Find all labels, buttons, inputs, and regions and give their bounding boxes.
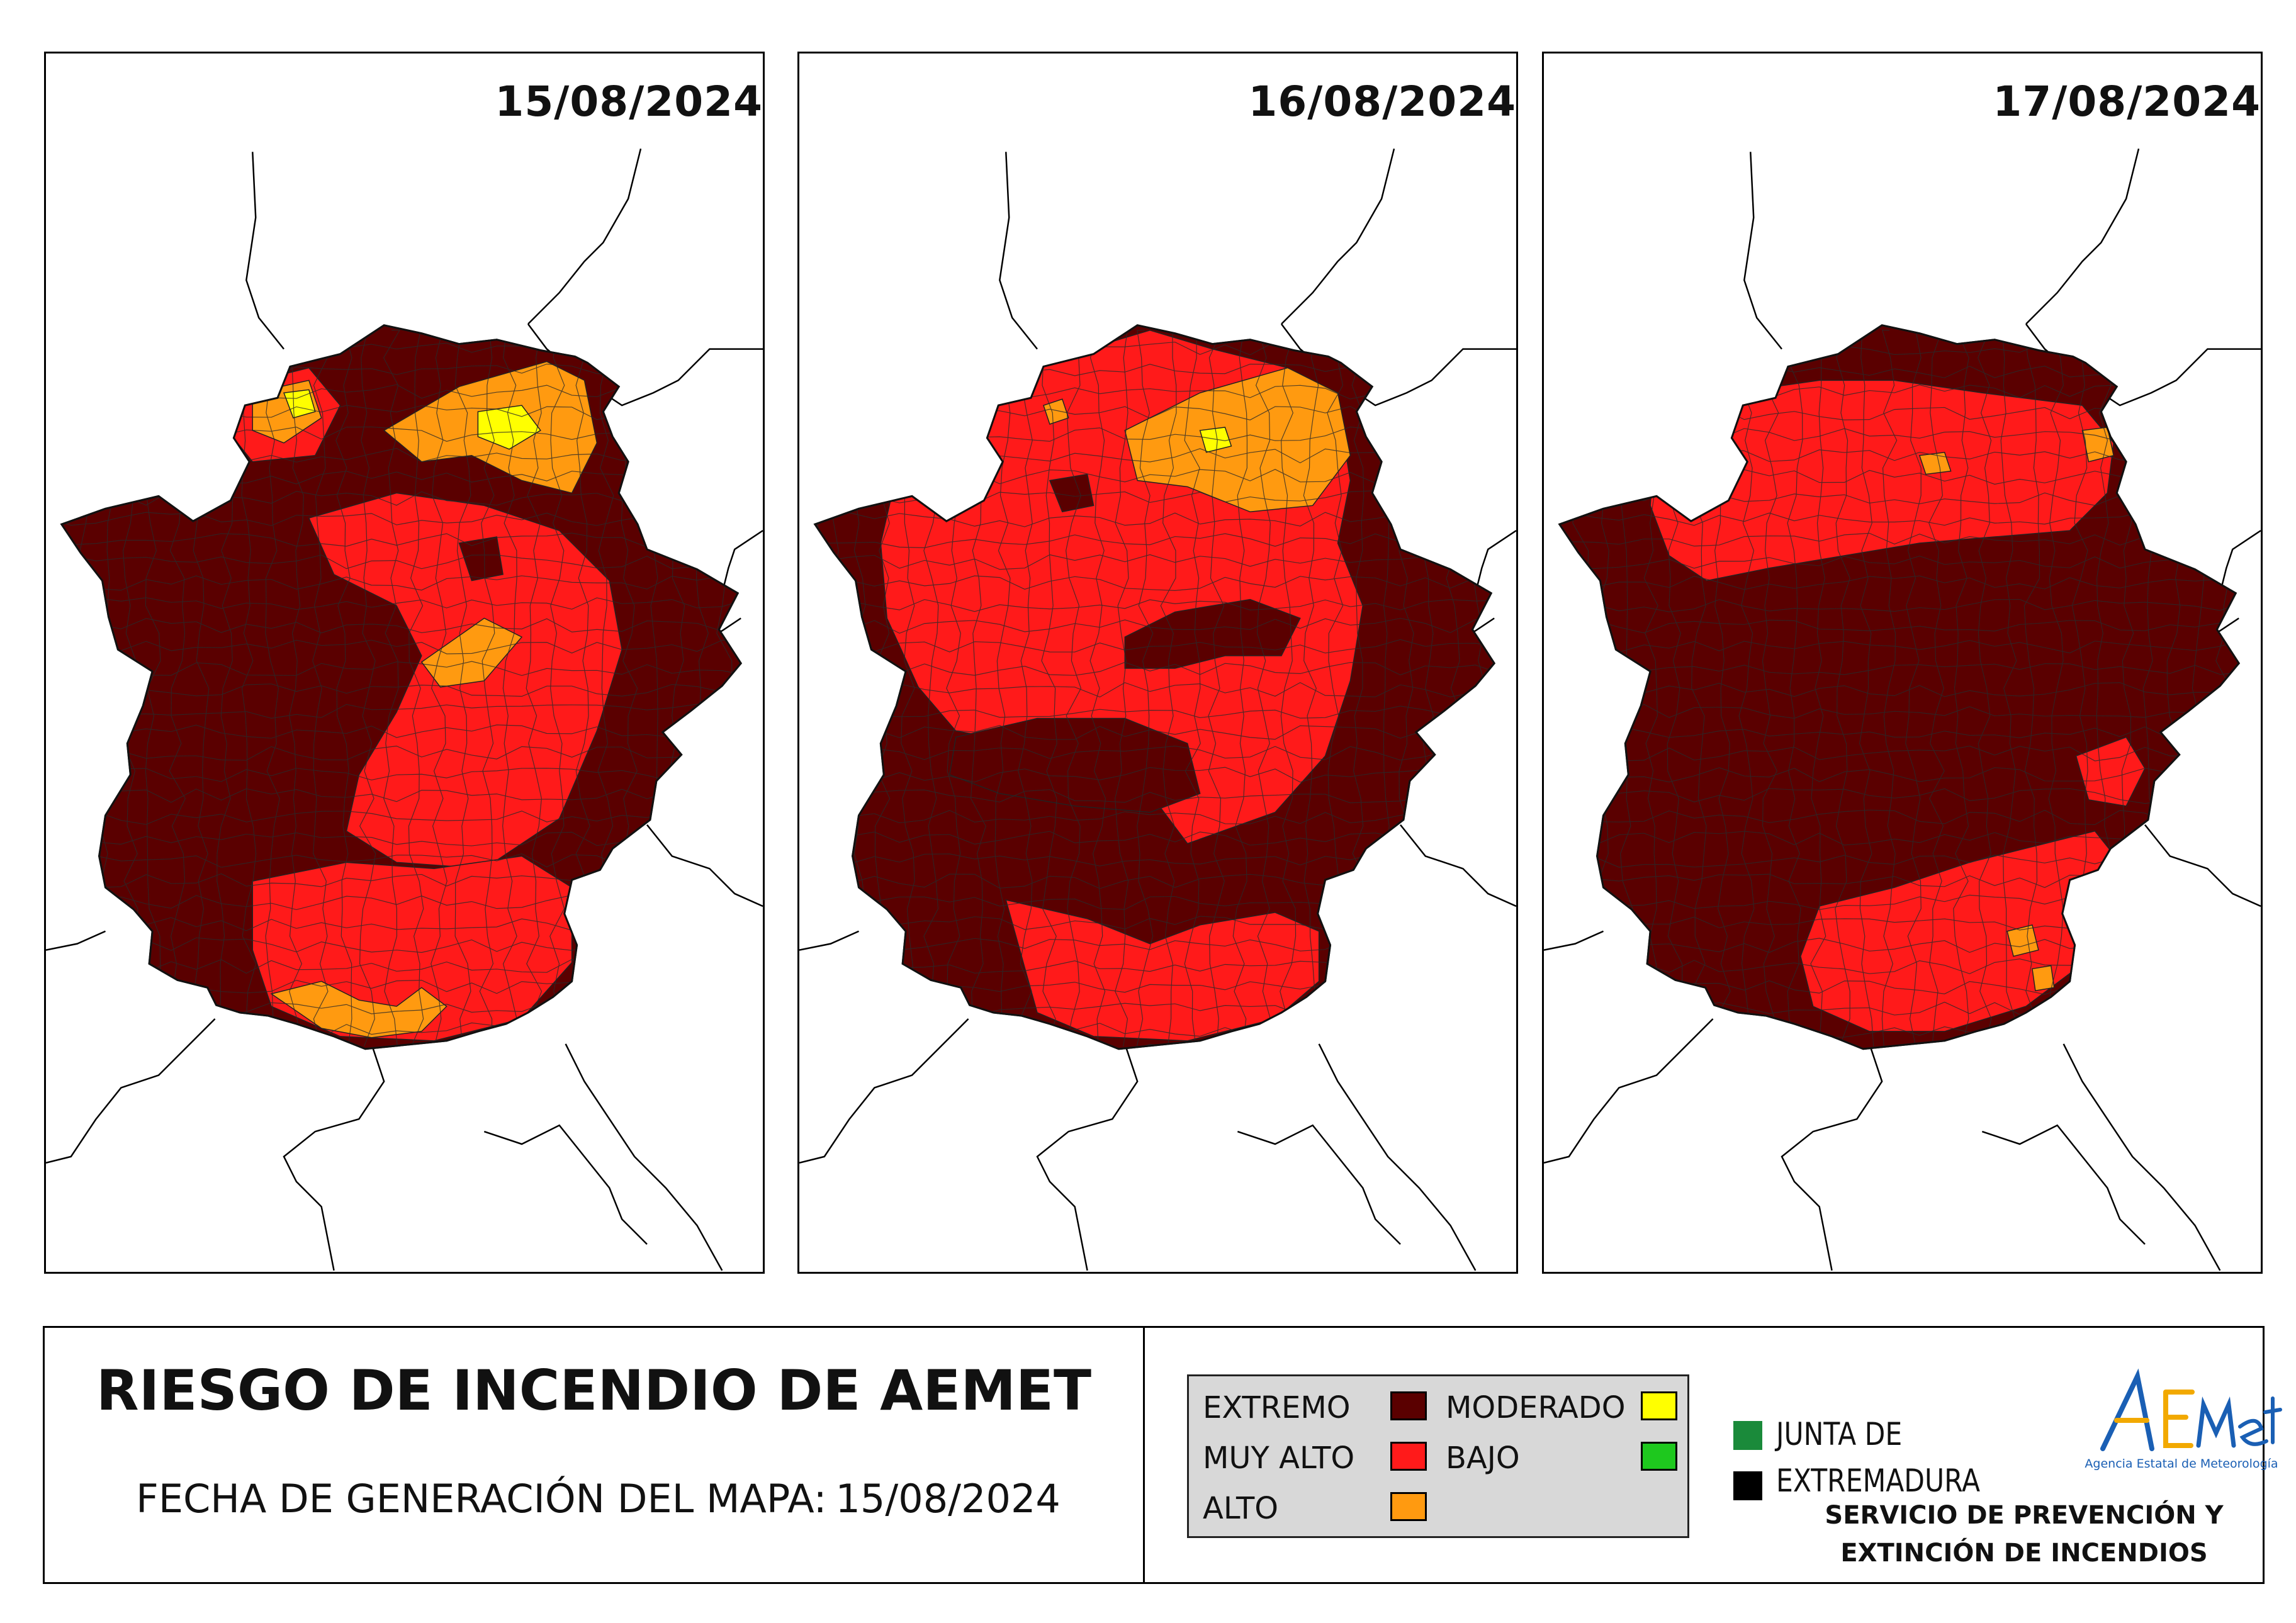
- generation-date: FECHA DE GENERACIÓN DEL MAPA: 15/08/2024: [45, 1476, 1143, 1522]
- province-border-line: [721, 530, 763, 593]
- province-border-line: [799, 930, 860, 951]
- generation-label: FECHA DE GENERACIÓN DEL MAPA:: [136, 1476, 827, 1522]
- province-border-line: [2144, 824, 2261, 907]
- province-border-line: [245, 152, 284, 350]
- province-border-line: [2219, 530, 2261, 593]
- junta-green-square-icon: [1733, 1421, 1762, 1450]
- region-borders: [1544, 149, 2261, 1271]
- province-border-line: [565, 1043, 723, 1271]
- risk-zone: [1199, 427, 1232, 453]
- province-border-line: [1981, 1124, 2146, 1245]
- panel-date: 16/08/2024: [1248, 77, 1516, 126]
- region-map: [1544, 149, 2261, 1271]
- footer-divider: [1143, 1328, 1145, 1582]
- province-border-line: [646, 824, 763, 907]
- panel-date: 15/08/2024: [495, 77, 763, 126]
- legend-swatch: [1390, 1492, 1427, 1521]
- province-border-line: [799, 1018, 969, 1164]
- legend: EXTREMO MUY ALTO ALTO MODERADO BAJO: [1187, 1374, 1689, 1538]
- province-border-line: [1399, 824, 1516, 907]
- legend-label: BAJO: [1446, 1440, 1520, 1476]
- map-panel-day2: 16/08/2024: [797, 52, 1518, 1274]
- province-border-line: [527, 149, 642, 325]
- region-map: [46, 149, 763, 1271]
- region-outline: [60, 324, 743, 1050]
- legend-swatch: [1390, 1391, 1427, 1420]
- service-name: SERVICIO DE PREVENCIÓN Y EXTINCIÓN DE IN…: [1775, 1497, 2273, 1572]
- junta-line1: JUNTA DE: [1776, 1416, 1903, 1452]
- legend-label: MODERADO: [1446, 1390, 1626, 1425]
- panel-date: 17/08/2024: [1993, 77, 2261, 126]
- risk-zone: [2006, 924, 2039, 957]
- province-border-line: [999, 152, 1038, 350]
- legend-swatch: [1641, 1391, 1677, 1420]
- map-panel-day1: 15/08/2024: [44, 52, 765, 1274]
- province-border-line: [1281, 149, 1395, 325]
- aemet-caption: Agencia Estatal de Meteorología: [2085, 1457, 2278, 1471]
- risk-zone: [1049, 473, 1095, 513]
- service-line1: SERVICIO DE PREVENCIÓN Y: [1825, 1501, 2224, 1530]
- province-border-line: [1544, 1018, 1714, 1164]
- province-border-line: [1036, 1043, 1139, 1271]
- province-border-line: [1237, 1124, 1401, 1245]
- footer: RIESGO DE INCENDIO DE AEMET FECHA DE GEN…: [43, 1326, 2282, 1584]
- legend-swatch: [1390, 1442, 1427, 1471]
- province-border-line: [2025, 149, 2140, 325]
- province-border-line: [46, 1018, 216, 1164]
- service-line2: EXTINCIÓN DE INCENDIOS: [1840, 1539, 2208, 1568]
- legend-label: ALTO: [1203, 1491, 1279, 1526]
- risk-zone: [458, 536, 504, 581]
- province-border-line: [46, 930, 106, 951]
- risk-zone: [420, 617, 523, 688]
- province-border-line: [1781, 1043, 1883, 1271]
- junta-black-square-icon: [1733, 1471, 1762, 1500]
- region-outline: [813, 324, 1496, 1050]
- generation-value: 15/08/2024: [835, 1476, 1061, 1522]
- province-border-line: [1318, 1043, 1477, 1271]
- junta-line2: EXTREMADURA: [1776, 1463, 1981, 1499]
- region-outline: [1558, 324, 2241, 1050]
- junta-extremadura-logo: JUNTA DE EXTREMADURA: [1733, 1372, 1985, 1500]
- province-border-line: [2062, 1043, 2221, 1271]
- risk-zone: [1918, 451, 1952, 475]
- map-title: RIESGO DE INCENDIO DE AEMET: [96, 1358, 1092, 1423]
- risk-zone: [1124, 367, 1351, 513]
- legend-label: MUY ALTO: [1203, 1440, 1355, 1476]
- province-border-line: [483, 1124, 648, 1245]
- aemet-logo-icon: Agencia Estatal de Meteorología: [2085, 1368, 2282, 1471]
- legend-swatch: [1641, 1442, 1677, 1471]
- province-border-line: [1544, 930, 1604, 951]
- province-border-line: [1743, 152, 1782, 350]
- province-border-line: [283, 1043, 385, 1271]
- risk-zone: [948, 717, 1201, 813]
- province-border-line: [1475, 530, 1516, 593]
- municipality-lines: [1559, 330, 2239, 1049]
- aemet-logo: Agencia Estatal de Meteorología: [2078, 1354, 2285, 1474]
- map-panel-day3: 17/08/2024: [1542, 52, 2263, 1274]
- legend-label: EXTREMO: [1203, 1390, 1351, 1425]
- risk-zone: [2032, 965, 2055, 992]
- region-map: [799, 149, 1516, 1271]
